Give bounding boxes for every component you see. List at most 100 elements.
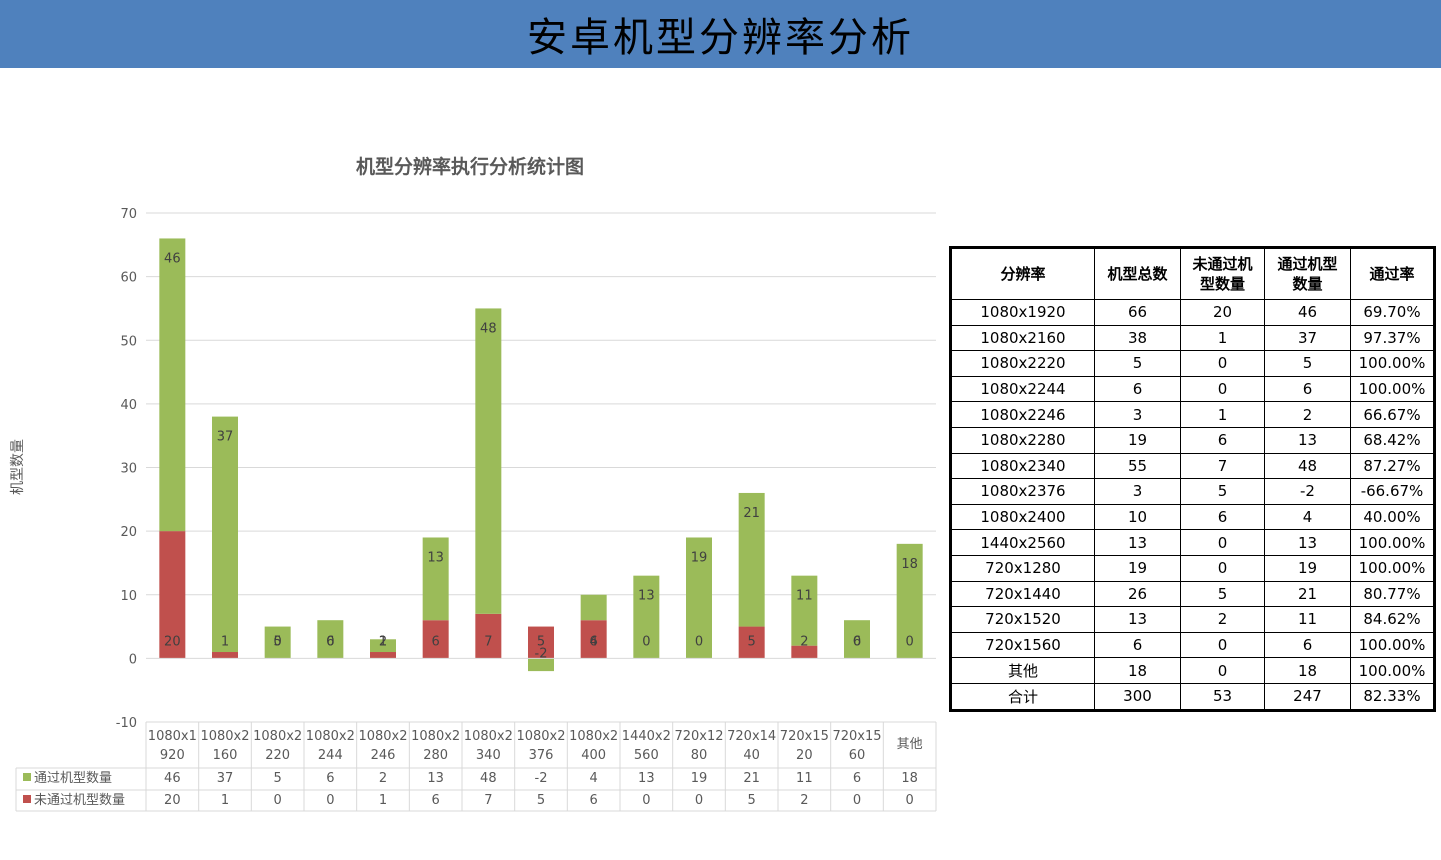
x-tick-label: 其他 — [897, 737, 923, 752]
table-cell: 1 — [1180, 324, 1265, 352]
stats-header-text: 数量 — [1292, 275, 1323, 293]
x-tick-label: 720x15 — [780, 729, 829, 744]
table-cell: 0 — [1180, 529, 1265, 556]
table-cell: 6 — [1264, 631, 1351, 659]
x-tick-label: 280 — [423, 748, 448, 763]
table-cell: 1080x2160 — [950, 324, 1095, 352]
stats-header-text: 通过率 — [1369, 265, 1415, 283]
x-tick-label: 246 — [371, 748, 396, 763]
table-cell: 100.00% — [1350, 631, 1435, 659]
stats-header-text: 未通过机 — [1192, 255, 1253, 273]
data-label-fail: 7 — [484, 634, 492, 649]
stats-header-3: 通过机型 数量 — [1264, 247, 1351, 300]
data-label-fail: 0 — [326, 634, 334, 649]
bar-fail-1080x2400 — [580, 620, 607, 659]
data-table-pass-value: 21 — [743, 771, 760, 786]
table-cell: 720x1560 — [950, 631, 1095, 659]
data-table-fail-value: 6 — [432, 793, 440, 808]
table-cell: 82.33% — [1350, 682, 1435, 711]
table-cell: -66.67% — [1350, 478, 1435, 505]
chart-title: 机型分辨率执行分析统计图 — [356, 155, 584, 178]
data-table-fail-value: 0 — [642, 793, 650, 808]
table-cell: 53 — [1180, 682, 1265, 711]
data-table-fail-value: 0 — [326, 793, 334, 808]
bar-pass-1080x2160 — [212, 416, 238, 653]
table-row: 720x1280 19 0 19 100.00% — [950, 554, 1435, 582]
x-tick-label: 1080x2 — [358, 729, 407, 744]
table-cell: 其他 — [950, 657, 1095, 684]
data-table-fail-value: 1 — [221, 793, 229, 808]
bar-fail-1080x2376 — [528, 626, 554, 659]
bar-fail-1080x2280 — [422, 620, 449, 659]
table-cell: 1080x2400 — [950, 503, 1095, 531]
data-table-pass-value: 2 — [379, 771, 387, 786]
table-cell: 5 — [1264, 350, 1351, 377]
data-label-pass: 21 — [743, 506, 760, 521]
table-cell: 84.62% — [1350, 606, 1435, 633]
data-label-fail: 1 — [221, 634, 229, 649]
table-cell: 2 — [1180, 606, 1265, 633]
data-table-pass-value: 6 — [326, 771, 334, 786]
x-tick-label: 1440x2 — [622, 729, 671, 744]
table-cell: 13 — [1264, 529, 1351, 556]
data-table-fail-value: 5 — [537, 793, 545, 808]
bar-pass-720x1560 — [844, 620, 870, 659]
bar-fail-1080x2246 — [370, 652, 396, 659]
bar-pass-1080x2340 — [475, 308, 502, 614]
data-table-pass-value: 13 — [427, 771, 444, 786]
table-cell: 1440x2560 — [950, 529, 1095, 556]
table-cell: 20 — [1180, 299, 1265, 326]
data-table-pass-value: 19 — [691, 771, 708, 786]
bar-pass-其他 — [896, 543, 923, 659]
table-row: 720x1440 26 5 21 80.77% — [950, 580, 1435, 608]
data-table-pass-value: 13 — [638, 771, 655, 786]
x-tick-label: 1080x2 — [516, 729, 565, 744]
table-cell: 6 — [1180, 426, 1265, 454]
table-cell: -2 — [1264, 478, 1351, 505]
x-tick-label: 340 — [476, 748, 501, 763]
stats-header-2: 未通过机 型数量 — [1180, 247, 1265, 300]
y-tick-label: 30 — [120, 462, 137, 477]
table-cell: 6 — [1180, 503, 1265, 531]
table-cell: 5 — [1180, 478, 1265, 505]
data-table-fail-value: 0 — [906, 793, 914, 808]
data-table-fail-value: 20 — [164, 793, 181, 808]
data-table-fail-value: 5 — [748, 793, 756, 808]
stats-header-0: 分辨率 — [950, 247, 1095, 300]
bar-pass-720x1440 — [738, 492, 765, 627]
x-tick-label: 20 — [796, 748, 813, 763]
resolution-stacked-bar-chart: 机型分辨率执行分析统计图机型数量-10010203040506070204613… — [10, 155, 937, 812]
x-tick-label: 244 — [318, 748, 343, 763]
y-tick-label: 50 — [120, 334, 137, 349]
x-tick-label: 40 — [743, 748, 760, 763]
y-tick-label: -10 — [116, 716, 137, 731]
bar-pass-1080x2246 — [370, 639, 396, 653]
table-cell: 7 — [1180, 452, 1265, 480]
x-tick-label: 1080x2 — [200, 729, 249, 744]
table-cell: 18 — [1264, 657, 1351, 684]
table-cell: 40.00% — [1350, 503, 1435, 531]
table-row: 1080x2280 19 6 13 68.42% — [950, 426, 1435, 454]
data-label-fail: 6 — [432, 634, 440, 649]
table-cell: 100.00% — [1350, 529, 1435, 556]
bar-pass-1080x2280 — [422, 537, 449, 621]
data-table-pass-value: -2 — [535, 771, 548, 786]
table-cell: 80.77% — [1350, 580, 1435, 608]
table-cell: 21 — [1264, 580, 1351, 608]
table-cell: 26 — [1094, 580, 1181, 608]
bar-pass-720x1520 — [791, 575, 818, 646]
y-tick-label: 70 — [120, 207, 137, 222]
legend-label-fail: 未通过机型数量 — [34, 793, 125, 808]
table-row: 1080x2244 6 0 6 100.00% — [950, 375, 1435, 403]
page-title: 安卓机型分辨率分析 — [527, 15, 914, 61]
data-table-pass-value: 4 — [590, 771, 598, 786]
data-label-fail: 5 — [537, 634, 545, 649]
data-table-pass-value: 5 — [274, 771, 282, 786]
y-axis-label: 机型数量 — [10, 439, 26, 495]
table-cell: 0 — [1180, 631, 1265, 659]
table-cell: 6 — [1094, 375, 1181, 403]
y-tick-label: 0 — [129, 652, 137, 667]
data-label-pass: 11 — [796, 589, 813, 604]
table-cell: 19 — [1094, 426, 1181, 454]
data-table-pass-value: 37 — [217, 771, 234, 786]
